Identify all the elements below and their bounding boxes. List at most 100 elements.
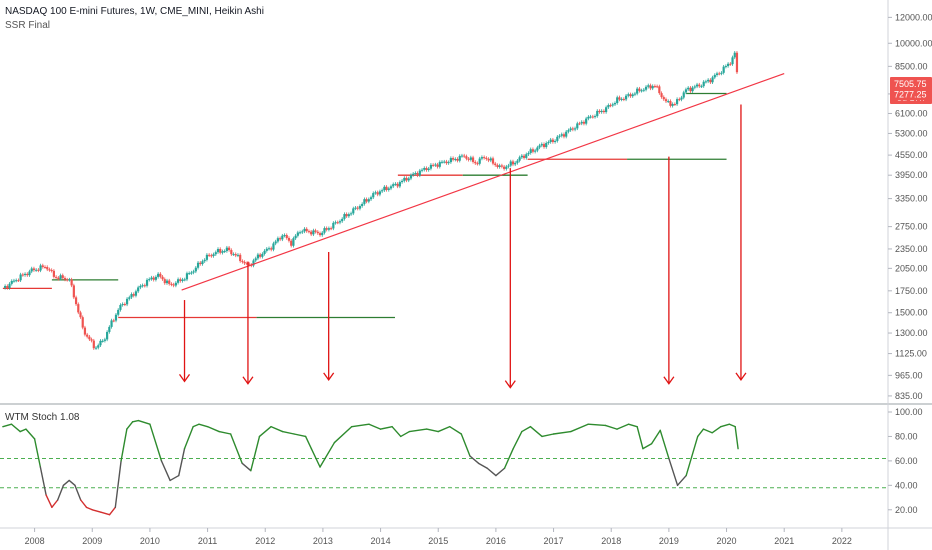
stoch-segment	[711, 425, 722, 434]
price-candle	[88, 336, 91, 340]
price-candle	[358, 206, 362, 209]
price-candle	[540, 144, 543, 146]
price-candle	[39, 265, 42, 271]
price-candle	[79, 312, 82, 318]
price-tick-label: 8500.00	[895, 61, 928, 71]
price-candle	[4, 286, 7, 288]
price-candle	[687, 87, 690, 90]
price-candle	[19, 274, 22, 281]
price-candle	[190, 272, 193, 274]
price-candle	[498, 165, 501, 167]
price-candle	[327, 228, 330, 230]
stoch-segment	[408, 428, 428, 433]
stoch-segment	[512, 430, 523, 450]
stoch-segment	[495, 467, 506, 477]
price-candle	[365, 199, 368, 202]
stoch-segment	[676, 474, 687, 487]
stoch-segment	[503, 447, 514, 469]
price-candle	[593, 116, 597, 118]
price-candle	[702, 81, 705, 87]
price-candle	[627, 94, 630, 96]
price-candle	[108, 326, 111, 332]
stoch-segment	[33, 438, 42, 468]
stoch-segment	[19, 428, 27, 433]
price-candle	[121, 304, 124, 306]
stoch-segment	[137, 419, 151, 425]
price-candle	[412, 173, 415, 176]
price-candle	[400, 180, 404, 183]
price-candle	[110, 320, 113, 327]
stoch-segment	[616, 423, 630, 430]
price-candle	[536, 147, 539, 151]
price-candle	[520, 155, 523, 158]
price-candle	[41, 265, 44, 267]
stoch-segment	[68, 479, 76, 487]
price-candle	[514, 162, 517, 165]
price-candle	[30, 268, 33, 272]
price-candle	[729, 63, 732, 65]
stoch-segment	[218, 430, 232, 435]
osc-tick-label: 40.00	[895, 480, 918, 490]
price-candle	[57, 277, 60, 279]
price-candle	[256, 254, 260, 259]
price-candle	[132, 294, 135, 296]
price-candle	[35, 269, 38, 271]
price-candle	[314, 230, 317, 232]
stoch-segment	[56, 484, 65, 501]
price-candle	[389, 186, 393, 189]
price-candle	[704, 81, 708, 83]
price-candle	[434, 164, 437, 166]
price-candle	[376, 192, 379, 195]
time-tick-label: 2017	[544, 536, 564, 546]
price-candle	[394, 183, 397, 185]
price-candle	[230, 250, 233, 255]
price-candle	[580, 121, 583, 124]
price-candle	[83, 327, 87, 335]
price-candle	[185, 273, 189, 280]
price-candle	[445, 161, 448, 164]
price-candle	[429, 164, 433, 169]
price-candle	[247, 263, 251, 265]
price-candle	[72, 285, 75, 298]
price-candle	[137, 287, 140, 292]
price-candle	[52, 270, 55, 277]
price-candle	[6, 286, 9, 288]
price-candle	[43, 266, 47, 268]
price-candle	[582, 121, 586, 124]
price-tags: 7505.753d 17h7277.25	[890, 77, 932, 105]
price-candle	[356, 207, 359, 209]
price-candle	[119, 304, 122, 310]
price-candle	[37, 269, 40, 271]
stoch-segment	[541, 433, 555, 438]
time-tick-label: 2019	[659, 536, 679, 546]
price-candle	[234, 254, 237, 256]
price-candle	[55, 276, 58, 278]
price-candle	[449, 158, 452, 163]
price-candle	[292, 238, 295, 246]
price-candle	[624, 95, 628, 100]
stoch-segment	[702, 428, 713, 434]
price-candle	[642, 89, 645, 91]
stoch-segment	[604, 424, 618, 430]
stoch-segment	[668, 457, 679, 487]
price-candle	[549, 139, 552, 143]
price-candle	[141, 285, 144, 287]
stoch-segment	[351, 423, 370, 428]
price-candle	[345, 214, 348, 217]
price-candle	[321, 232, 324, 236]
stoch-segment	[281, 430, 295, 435]
arrow-head	[504, 380, 516, 389]
arrow-head	[178, 374, 191, 383]
stoch-segment	[10, 423, 21, 433]
price-candle	[305, 228, 308, 232]
price-tick-label: 1125.00	[895, 349, 927, 359]
price-candle	[631, 94, 634, 97]
price-tick-label: 1500.00	[895, 308, 928, 318]
stoch-segment	[258, 425, 272, 438]
price-candle	[214, 252, 217, 255]
price-candle	[529, 149, 532, 153]
price-candle	[693, 86, 696, 88]
price-candle	[483, 157, 486, 159]
price-candle	[507, 165, 510, 167]
